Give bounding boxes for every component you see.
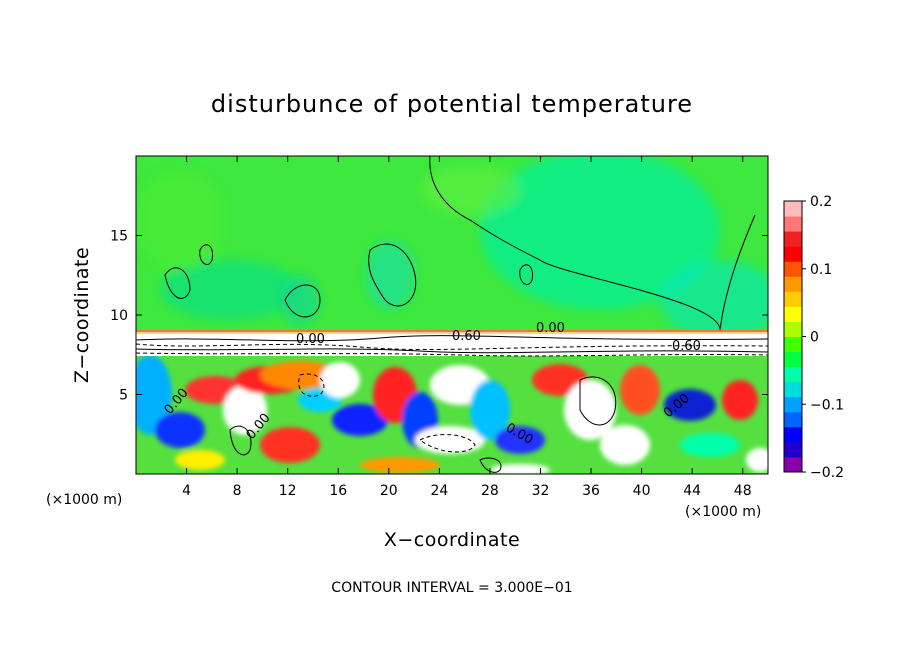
x-tick-label: 40	[633, 483, 651, 499]
colorbar-segment	[784, 261, 802, 277]
contour-label: 0.60	[672, 339, 701, 354]
x-axis-label: X−coordinate	[384, 529, 520, 551]
x-tick-label: 36	[582, 483, 600, 499]
colorbar-segment	[784, 441, 802, 458]
y-axis-label: Z−coordinate	[71, 247, 93, 383]
y-tick-label: 15	[110, 229, 128, 245]
colorbar-segment	[784, 381, 802, 398]
colorbar	[783, 200, 803, 473]
x-axis-ticks: 4 8 12 16 20 24 28 32 36 40 44 48	[182, 156, 752, 499]
colorbar-ticks: 0.2 0.1 0 −0.1 −0.2	[802, 194, 844, 481]
colorbar-segment	[784, 246, 802, 262]
colorbar-segment	[784, 291, 802, 307]
x-unit-left: (×1000 m)	[46, 492, 122, 508]
lower-layer-blobs	[136, 355, 768, 474]
contour-label: 0.00	[536, 321, 565, 336]
x-tick-label: 32	[532, 483, 550, 499]
contour-interval-note: CONTOUR INTERVAL = 3.000E−01	[331, 580, 572, 596]
lower-contours	[229, 373, 617, 473]
contour-label: 0.00	[296, 332, 325, 347]
colorbar-segment	[784, 231, 802, 247]
x-tick-label: 16	[329, 483, 347, 499]
x-tick-label: 28	[481, 483, 499, 499]
colorbar-tick-label: −0.1	[810, 397, 844, 413]
colorbar-segment	[784, 216, 802, 232]
x-tick-label: 48	[734, 483, 752, 499]
colorbar-segment	[784, 426, 802, 443]
colorbar-tick-label: −0.2	[810, 465, 844, 481]
chart-title: disturbunce of potential temperature	[211, 90, 693, 118]
upper-layer-variation	[136, 156, 768, 340]
x-tick-label: 44	[683, 483, 701, 499]
colorbar-segment	[784, 351, 802, 368]
colorbar-segment	[784, 276, 802, 292]
colorbar-segment	[784, 456, 802, 473]
colorbar-tick-label: 0.1	[810, 262, 832, 278]
colorbar-segment	[784, 306, 802, 322]
inversion-contours	[136, 335, 768, 357]
x-tick-label: 8	[233, 483, 242, 499]
contour-label: 0.60	[452, 329, 481, 344]
colorbar-tick-label: 0.2	[810, 194, 832, 210]
colorbar-segment	[784, 411, 802, 428]
x-unit-right: (×1000 m)	[685, 504, 761, 520]
colorbar-segment	[784, 336, 802, 353]
colorbar-tick-label: 0	[810, 330, 819, 346]
colorbar-segment	[784, 321, 802, 337]
y-tick-label: 10	[110, 308, 128, 324]
colorbar-segment	[784, 201, 802, 217]
x-tick-label: 4	[182, 483, 191, 499]
x-tick-label: 24	[430, 483, 448, 499]
upper-contours	[164, 156, 756, 331]
x-tick-label: 20	[380, 483, 398, 499]
y-tick-label: 5	[119, 388, 128, 404]
heatmap-field	[136, 156, 768, 474]
colorbar-segment	[784, 396, 802, 413]
x-tick-label: 12	[279, 483, 297, 499]
y-axis-ticks: 5 10 15	[110, 229, 768, 404]
colorbar-segment	[784, 366, 802, 383]
